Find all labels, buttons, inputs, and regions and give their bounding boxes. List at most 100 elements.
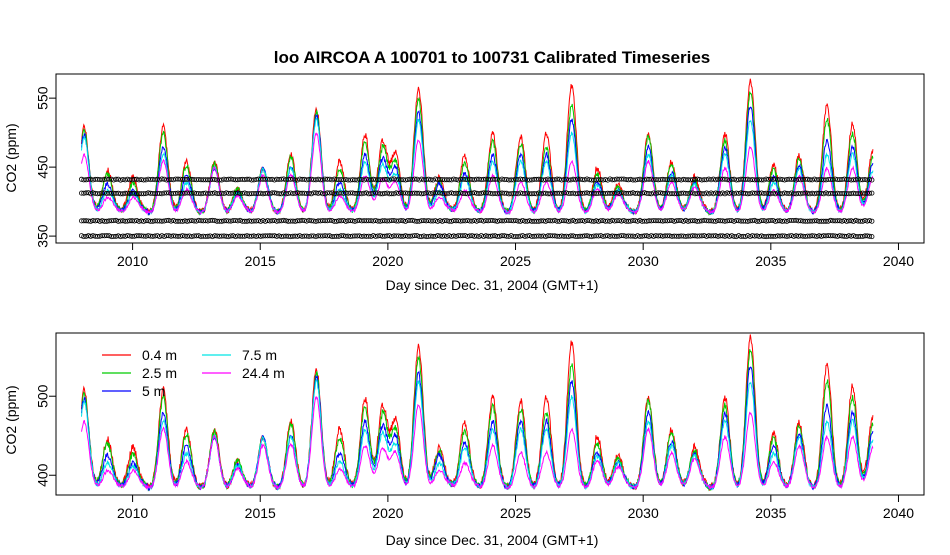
calibration-point: [770, 233, 776, 239]
calibration-point: [265, 176, 271, 182]
calibration-point: [127, 218, 133, 224]
calibration-point: [554, 233, 560, 239]
calibration-point: [198, 218, 204, 224]
calibration-point: [513, 190, 519, 196]
calibration-point: [203, 190, 209, 196]
calibration-point: [196, 176, 202, 182]
calibration-point: [812, 191, 818, 197]
calibration-point: [690, 233, 696, 239]
calibration-point: [635, 218, 641, 224]
calibration-point: [370, 190, 376, 196]
calibration-point: [660, 233, 666, 239]
calibration-point: [345, 190, 351, 196]
calibration-point: [464, 191, 470, 197]
calibration-point: [697, 233, 703, 239]
top-y-tick-label: 450: [35, 155, 51, 179]
calibration-point: [432, 233, 438, 239]
top-x-axis-label: Day since Dec. 31, 2004 (GMT+1): [386, 277, 599, 293]
calibration-point: [205, 177, 211, 183]
calibration-point: [216, 218, 222, 224]
calibration-point: [416, 190, 422, 196]
calibration-point: [699, 177, 705, 183]
calibration-point: [846, 191, 852, 197]
calibration-point: [651, 190, 657, 196]
calibration-point: [478, 190, 484, 196]
calibration-point: [510, 177, 516, 183]
calibration-point: [189, 218, 195, 224]
calibration-point: [745, 191, 751, 197]
calibration-point: [722, 176, 728, 182]
calibration-point: [766, 190, 772, 196]
calibration-point: [79, 233, 85, 239]
calibration-point: [131, 218, 137, 224]
calibration-point: [577, 233, 583, 239]
calibration-point: [561, 233, 567, 239]
calibration-point: [662, 190, 668, 196]
calibration-point: [789, 217, 795, 223]
calibration-point: [476, 176, 482, 182]
calibration-point: [274, 176, 280, 182]
calibration-point: [352, 190, 358, 196]
calibration-point: [464, 177, 470, 183]
calibration-point: [717, 176, 723, 182]
calibration-point: [474, 218, 480, 224]
calibration-point: [216, 177, 222, 183]
calibration-point: [331, 218, 337, 224]
calibration-point: [478, 233, 484, 239]
calibration-point: [582, 190, 588, 196]
calibration-point: [676, 177, 682, 183]
calibration-point: [736, 233, 742, 239]
calibration-point: [237, 217, 243, 223]
calibration-point: [90, 190, 96, 196]
calibration-point: [343, 190, 349, 196]
calibration-point: [329, 177, 335, 183]
calibration-point: [821, 191, 827, 197]
calibration-point: [205, 218, 211, 224]
calibration-point: [108, 218, 114, 224]
calibration-point: [412, 190, 418, 196]
calibration-point: [189, 176, 195, 182]
calibration-point: [228, 176, 234, 182]
calibration-point: [575, 218, 581, 224]
calibration-point: [708, 177, 714, 183]
calibration-point: [825, 233, 831, 239]
calibration-point: [501, 177, 507, 183]
calibration-point: [216, 191, 222, 197]
calibration-point: [338, 177, 344, 183]
calibration-point: [550, 190, 556, 196]
calibration-point: [405, 190, 411, 196]
calibration-point: [258, 190, 264, 196]
calibration-point: [749, 177, 755, 183]
calibration-point: [136, 233, 142, 239]
calibration-point: [198, 177, 204, 183]
calibration-point: [720, 190, 726, 196]
calibration-point: [552, 177, 558, 183]
calibration-point: [547, 233, 553, 239]
calibration-point: [547, 177, 553, 183]
calibration-point: [699, 218, 705, 224]
calibration-point: [271, 190, 277, 196]
calibration-point: [311, 218, 317, 224]
calibration-point: [118, 177, 124, 183]
calibration-point: [864, 233, 870, 239]
calibration-point: [579, 233, 585, 239]
calibration-point: [527, 177, 533, 183]
calibration-point: [157, 177, 163, 183]
calibration-point: [223, 177, 229, 183]
calibration-point: [687, 233, 693, 239]
calibration-point: [851, 177, 857, 183]
calibration-point: [747, 191, 753, 197]
calibration-point: [191, 190, 197, 196]
calibration-point: [161, 218, 167, 224]
calibration-point: [207, 233, 213, 239]
calibration-point: [283, 233, 289, 239]
calibration-point: [180, 190, 186, 196]
calibration-point: [340, 177, 346, 183]
calibration-point: [798, 233, 804, 239]
calibration-point: [540, 177, 546, 183]
calibration-point: [260, 233, 266, 239]
calibration-point: [327, 190, 333, 196]
calibration-point: [607, 190, 613, 196]
calibration-point: [127, 177, 133, 183]
calibration-point: [425, 190, 431, 196]
